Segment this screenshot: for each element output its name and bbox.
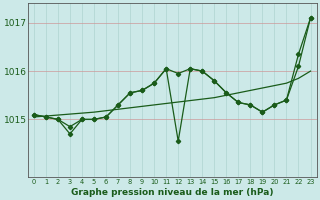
X-axis label: Graphe pression niveau de la mer (hPa): Graphe pression niveau de la mer (hPa) xyxy=(71,188,274,197)
